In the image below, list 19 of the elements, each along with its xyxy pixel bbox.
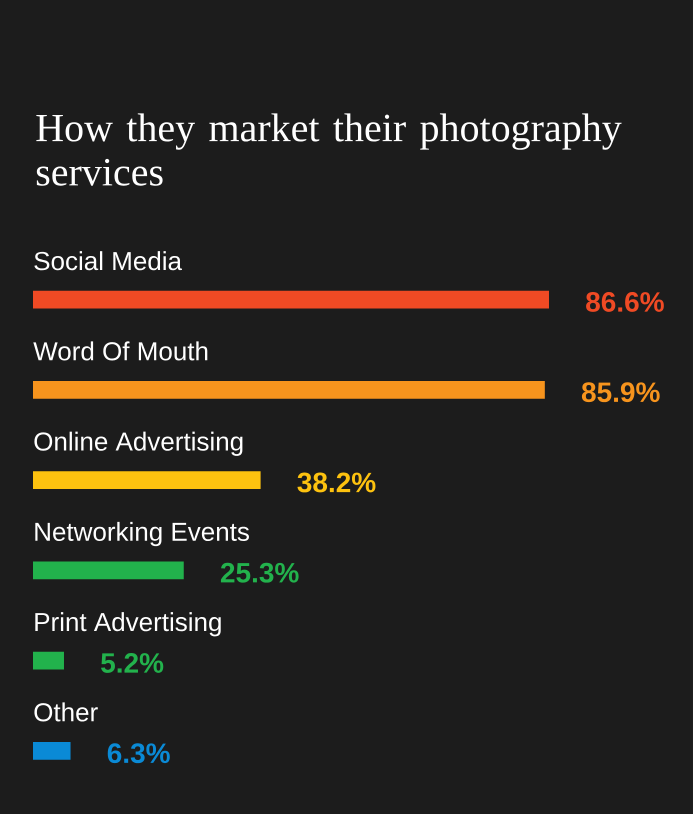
y-tick-label: Online Advertising bbox=[34, 432, 242, 456]
data-label: 86.6% bbox=[586, 292, 664, 312]
y-tick-label: Networking Events bbox=[35, 522, 249, 546]
bar bbox=[33, 742, 71, 760]
y-tick-label: Other bbox=[34, 702, 98, 722]
y-tick-label: Social Media bbox=[34, 251, 182, 270]
bar bbox=[33, 652, 64, 670]
y-tick-label: Print Advertising bbox=[35, 612, 221, 636]
chart-title: How they market their photography services bbox=[36, 113, 622, 186]
data-label: 25.3% bbox=[220, 562, 299, 583]
bar bbox=[33, 562, 184, 580]
bar bbox=[33, 381, 545, 399]
bar bbox=[33, 290, 549, 308]
y-tick-label: Word Of Mouth bbox=[33, 341, 208, 361]
data-label: 38.2% bbox=[297, 472, 376, 492]
data-label: 85.9% bbox=[582, 382, 660, 402]
bar bbox=[33, 471, 261, 489]
data-label: 6.3% bbox=[108, 743, 170, 764]
data-label: 5.2% bbox=[101, 653, 164, 673]
